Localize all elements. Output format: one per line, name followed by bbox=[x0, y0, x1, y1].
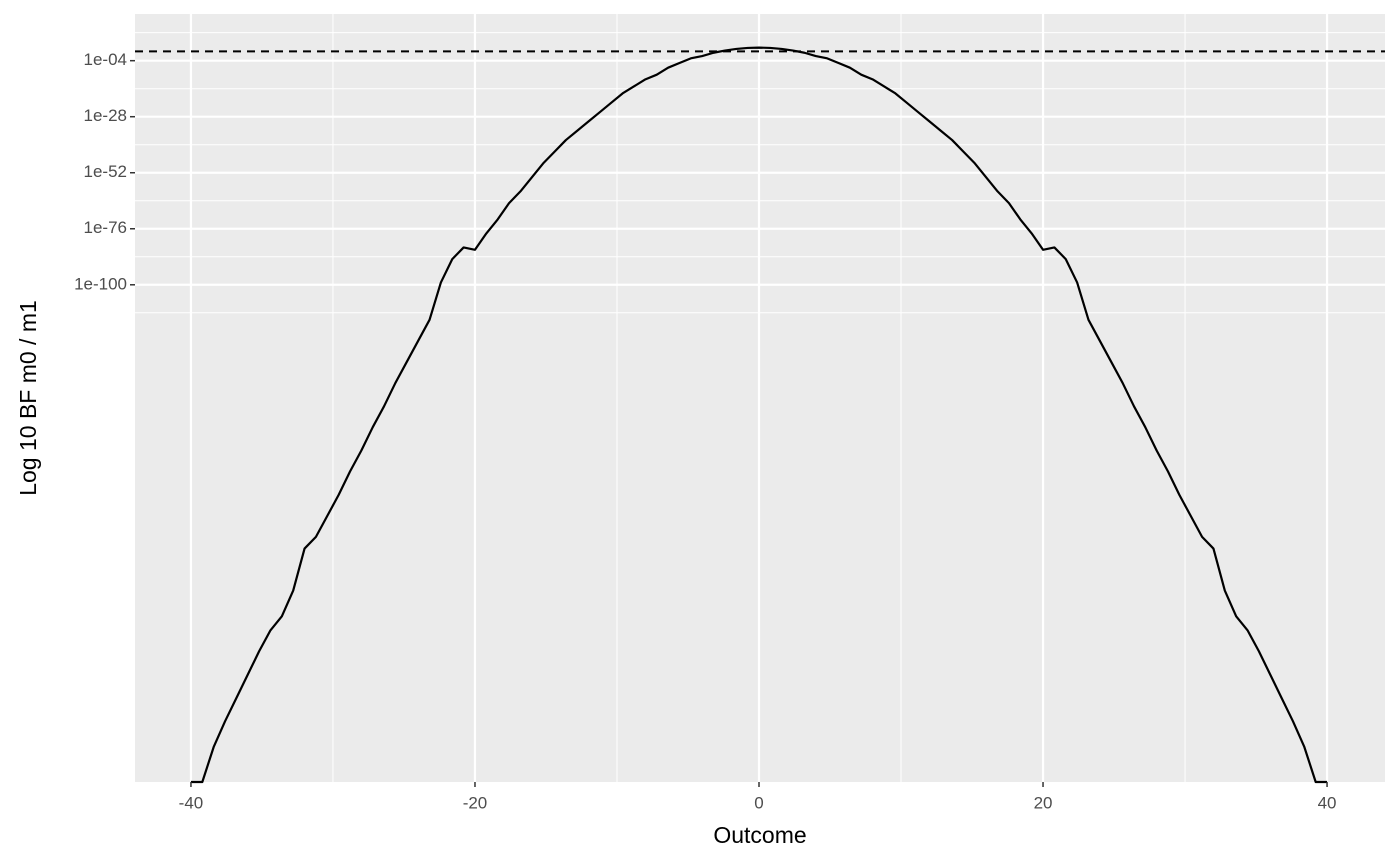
x-tick-label: -20 bbox=[463, 793, 488, 812]
y-tick-label: 1e-76 bbox=[84, 218, 127, 237]
y-axis-title: Log 10 BF m0 / m1 bbox=[15, 300, 41, 496]
x-axis-title: Outcome bbox=[713, 822, 806, 848]
curve bbox=[190, 46, 1328, 784]
y-tick-label: 1e-52 bbox=[84, 162, 127, 181]
x-tick-label: 0 bbox=[754, 793, 763, 812]
y-tick-label: 1e-04 bbox=[84, 50, 127, 69]
x-tick-label: -40 bbox=[179, 793, 204, 812]
x-tick-label: 40 bbox=[1318, 793, 1337, 812]
marks bbox=[135, 46, 1385, 784]
y-tick-label: 1e-100 bbox=[74, 274, 127, 293]
x-tick-label: 20 bbox=[1034, 793, 1053, 812]
y-tick-label: 1e-28 bbox=[84, 106, 127, 125]
grid bbox=[135, 14, 1385, 782]
